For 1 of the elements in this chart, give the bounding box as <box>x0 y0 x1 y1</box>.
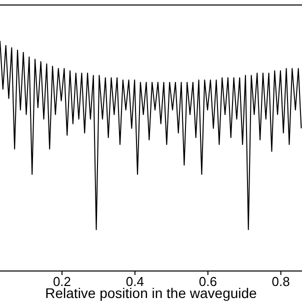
x-tick-label: 0.8 <box>272 274 290 290</box>
